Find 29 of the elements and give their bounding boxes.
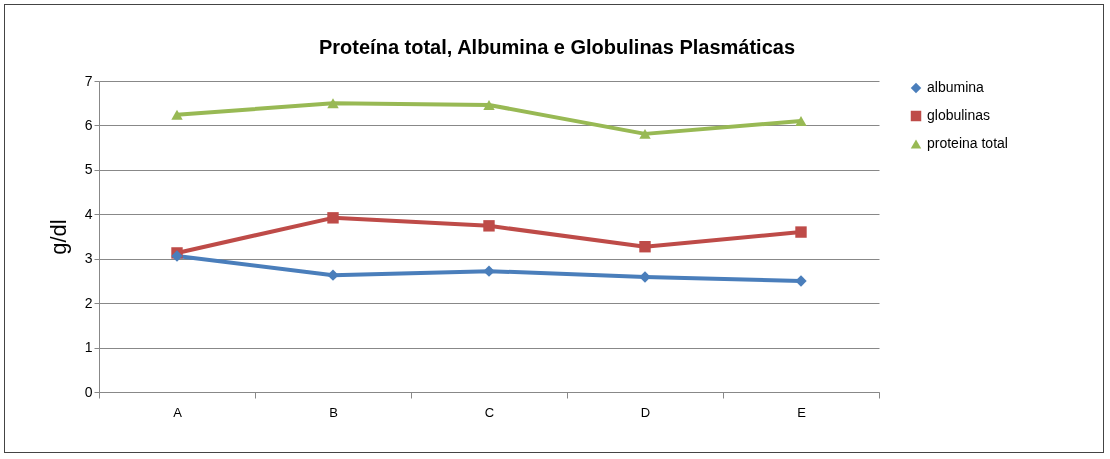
point — [795, 275, 807, 287]
chart-title: Proteína total, Albumina e Globulinas Plasmáticas — [318, 36, 796, 58]
point — [795, 226, 807, 238]
point — [795, 116, 807, 126]
y-tick-label: 0 — [84, 383, 93, 400]
x-tick-label: A — [173, 404, 183, 420]
x-tick-label: C — [484, 404, 495, 420]
legend-label: globulinas — [927, 107, 991, 123]
y-tick-label: 6 — [84, 116, 93, 133]
y-tick-label: 3 — [84, 250, 93, 267]
point — [327, 98, 339, 109]
legend-label: albumina — [927, 79, 985, 95]
point — [327, 212, 339, 224]
y-tick-label: 7 — [84, 72, 93, 89]
y-axis-title: g/dl — [45, 219, 71, 255]
point — [171, 109, 183, 120]
point — [639, 128, 651, 139]
x-tick-label: E — [797, 404, 807, 420]
legend-label: proteina total — [927, 135, 1008, 151]
x-tick-label: B — [329, 404, 338, 420]
x-tick-label: D — [640, 404, 651, 420]
point — [483, 220, 495, 232]
y-tick-label: 5 — [84, 161, 93, 178]
y-tick-label: 1 — [84, 339, 93, 356]
y-tick-label: 4 — [84, 205, 93, 222]
y-tick-label: 2 — [84, 294, 93, 311]
point — [639, 241, 651, 253]
point — [483, 265, 495, 277]
point — [483, 100, 495, 110]
